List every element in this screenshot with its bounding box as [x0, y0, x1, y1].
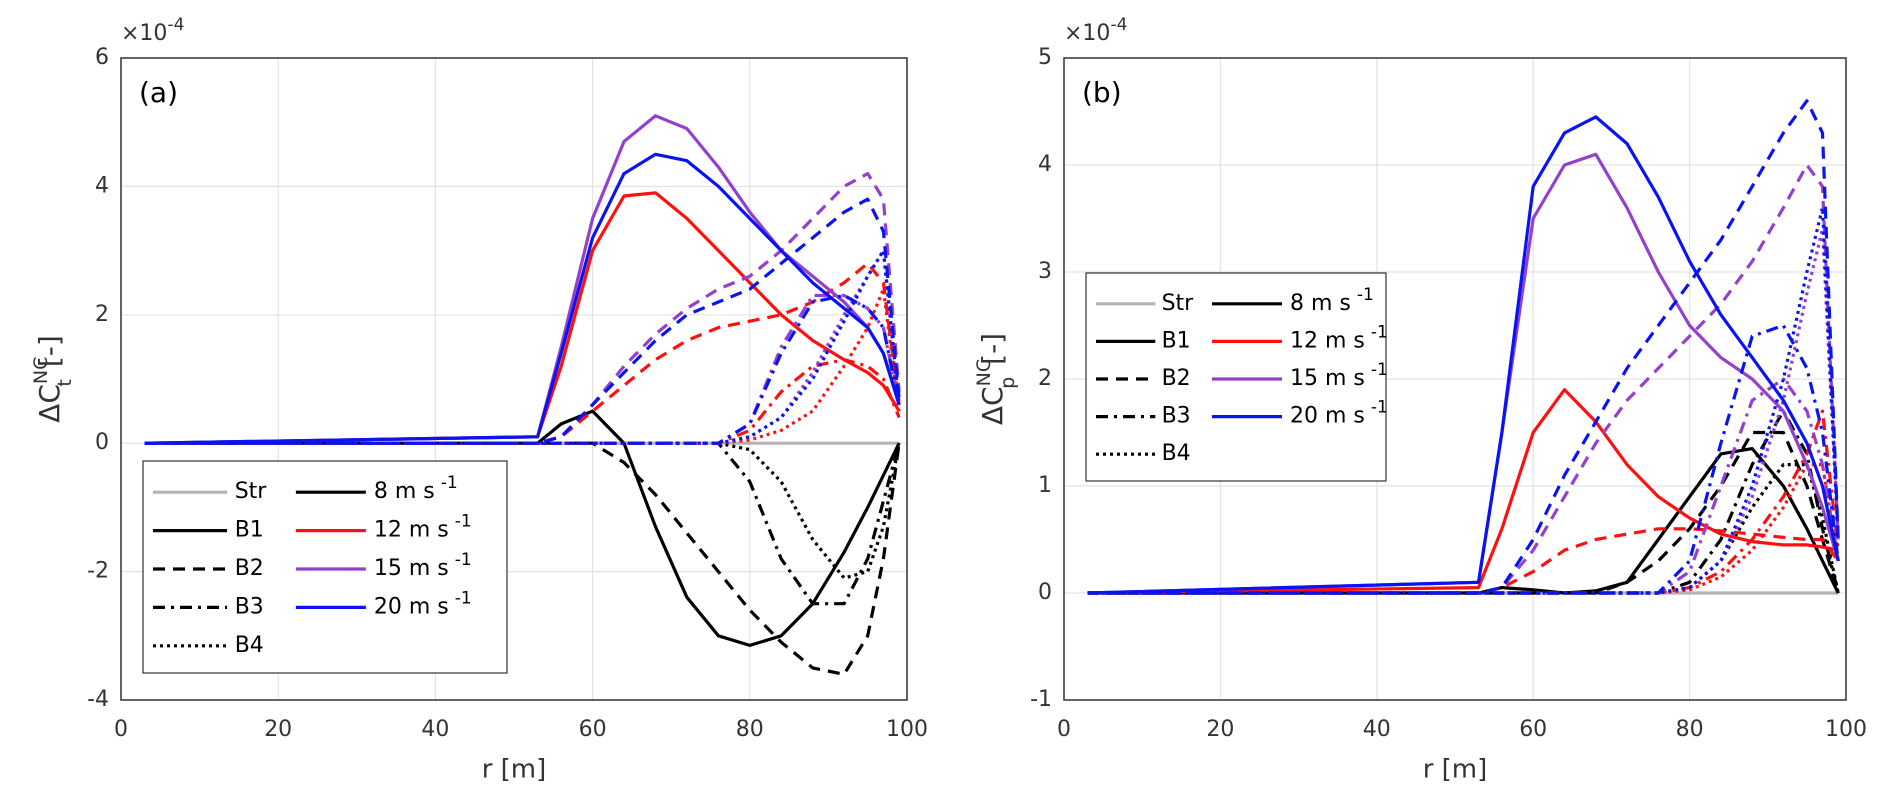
data-line: [1087, 163, 1840, 595]
legend-label-text: 15 m s: [1290, 366, 1365, 391]
y-tick-label: 2: [95, 302, 109, 327]
y-label-sub: p: [997, 377, 1019, 389]
x-tick-label: 0: [114, 717, 128, 742]
data-line: [1087, 323, 1840, 595]
y-tick-label: 2: [1038, 366, 1052, 391]
axes-box: [120, 57, 908, 701]
data-line: [144, 152, 901, 445]
legend-label: B4: [235, 633, 264, 658]
y-axis-label: ΔCNC t [-]: [30, 335, 76, 423]
axes-box: [1063, 57, 1847, 701]
y-tick-label: 3: [1038, 259, 1052, 284]
y-tick-label: -1: [1030, 687, 1052, 712]
legend-label: B4: [1162, 441, 1191, 466]
legend-label-sup: -1: [441, 473, 458, 493]
legend-label-sup: -1: [455, 588, 472, 608]
y-tick-label: 6: [95, 45, 109, 70]
y-tick-label: 5: [1038, 45, 1052, 70]
x-tick-label: 20: [1206, 717, 1234, 742]
y-label-main: ΔC: [976, 386, 1009, 425]
y-tick-label: 0: [1038, 580, 1052, 605]
legend-label: 15 m s -1: [1290, 360, 1388, 391]
y-label-unit: [-]: [33, 335, 66, 367]
legend-label: 15 m s -1: [374, 550, 472, 581]
legend-label-sup: -1: [1357, 285, 1374, 305]
legend-label: B1: [1162, 328, 1191, 353]
y-label-sup: NC: [30, 357, 52, 384]
legend-label: 8 m s -1: [1290, 285, 1374, 316]
legend-label-text: 20 m s: [374, 594, 449, 619]
y-multiplier: ×10-4: [1064, 15, 1127, 46]
panel-label: (a): [139, 76, 178, 109]
y-tick-label: -2: [87, 559, 109, 584]
y-label-sub: t: [54, 379, 76, 386]
x-tick-label: 40: [421, 717, 449, 742]
x-axis-label: r [m]: [1423, 755, 1488, 785]
legend-label: 20 m s -1: [1290, 398, 1388, 429]
y-multiplier-exponent: -4: [1110, 15, 1127, 35]
data-line: [144, 197, 901, 445]
data-line: [1087, 388, 1839, 595]
y-tick-label: 4: [95, 173, 109, 198]
y-label-unit: [-]: [976, 333, 1009, 365]
x-tick-label: 0: [1057, 717, 1071, 742]
legend-label-sup: -1: [1371, 322, 1388, 342]
x-tick-label: 80: [1676, 717, 1704, 742]
data-line: [1087, 447, 1840, 595]
legend-label-text: 20 m s: [1290, 404, 1365, 429]
data-line: [144, 191, 901, 445]
x-tick-label: 60: [579, 717, 607, 742]
legend-label-sup: -1: [455, 512, 472, 532]
x-tick-label: 20: [264, 717, 292, 742]
legend-label-text: 12 m s: [374, 518, 449, 543]
y-label-sup: NC: [973, 359, 995, 386]
y-multiplier-exponent: -4: [167, 15, 184, 35]
y-tick-label: 0: [95, 430, 109, 455]
legend-label: B2: [1162, 366, 1191, 391]
legend-box: [142, 460, 508, 674]
legend-label-text: 15 m s: [374, 556, 449, 581]
legend-label: 8 m s -1: [374, 473, 458, 504]
legend-label-sup: -1: [455, 550, 472, 570]
y-tick-label: -4: [87, 687, 109, 712]
data-line: [1087, 527, 1840, 595]
panel-label: (b): [1082, 76, 1122, 109]
y-label-main: ΔC: [33, 384, 66, 423]
legend-label-text: 12 m s: [1290, 328, 1365, 353]
y-axis-label: ΔCNC p [-]: [973, 333, 1019, 425]
y-tick-label: 1: [1038, 473, 1052, 498]
legend-label: Str: [235, 479, 268, 504]
legend-label-sup: -1: [1371, 398, 1388, 418]
legend-label-text: 8 m s: [1290, 291, 1351, 316]
x-tick-label: 100: [886, 717, 928, 742]
y-multiplier-base: ×10: [121, 21, 167, 46]
x-tick-label: 40: [1363, 717, 1391, 742]
legend-label: 20 m s -1: [374, 588, 472, 619]
legend-box: [1085, 272, 1387, 482]
y-tick-label: 4: [1038, 152, 1052, 177]
data-line: [1087, 99, 1840, 595]
data-line: [1087, 115, 1840, 595]
data-line: [144, 114, 901, 445]
legend-label: 12 m s -1: [1290, 322, 1388, 353]
data-line: [144, 409, 901, 647]
x-axis-label: r [m]: [482, 755, 547, 785]
y-multiplier: ×10-4: [121, 15, 184, 46]
x-tick-label: 60: [1519, 717, 1547, 742]
legend-label: B3: [235, 594, 264, 619]
y-multiplier-base: ×10: [1064, 21, 1110, 46]
x-tick-label: 80: [736, 717, 764, 742]
data-line: [144, 293, 901, 445]
data-line: [1087, 227, 1840, 595]
legend-label: Str: [1162, 291, 1195, 316]
legend-label-text: 8 m s: [374, 479, 435, 504]
legend-label-sup: -1: [1371, 360, 1388, 380]
legend-label: 12 m s -1: [374, 512, 472, 543]
data-line: [144, 249, 901, 445]
x-tick-label: 100: [1825, 717, 1867, 742]
legend-label: B3: [1162, 404, 1191, 429]
legend-label: B2: [235, 556, 264, 581]
legend-label: B1: [235, 518, 264, 543]
